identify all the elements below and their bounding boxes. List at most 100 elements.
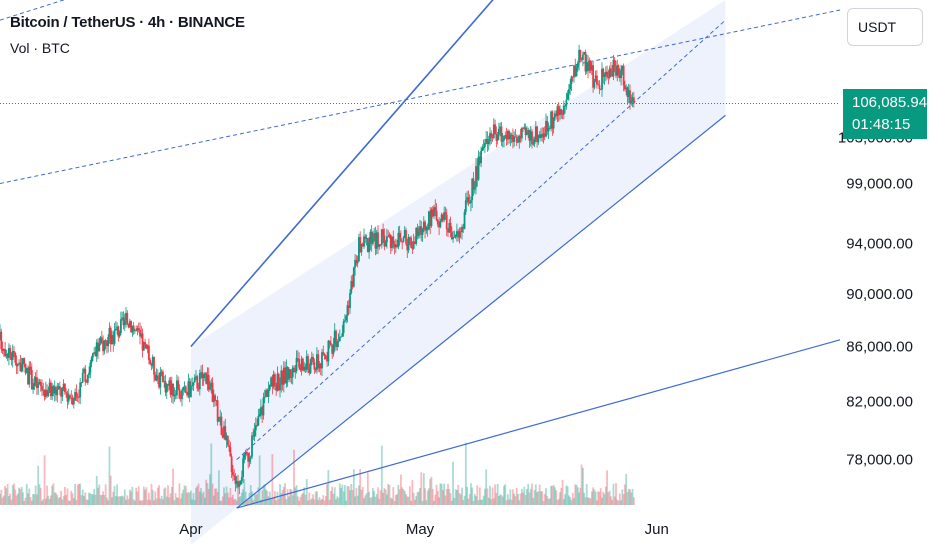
candle-body	[142, 342, 145, 351]
candle-body	[304, 366, 307, 370]
candle-body	[554, 113, 556, 118]
time-axis-label: Apr	[179, 521, 202, 538]
candle-body	[529, 131, 532, 141]
candle-body	[281, 370, 284, 385]
candle-body	[561, 114, 564, 115]
candle-body	[210, 382, 213, 388]
volume-bar	[557, 498, 560, 505]
candle-body	[383, 235, 386, 247]
volume-bar	[453, 498, 456, 505]
volume-bar	[72, 498, 75, 505]
candle-body	[293, 367, 295, 373]
candle-body	[583, 52, 586, 55]
volume-bar	[314, 491, 317, 505]
candle-body	[204, 373, 206, 374]
candle-body	[276, 373, 279, 391]
candle-body	[44, 389, 47, 397]
candle-body	[351, 280, 354, 287]
candle-body	[181, 390, 183, 399]
candle-body	[627, 90, 630, 97]
volume-bar	[330, 490, 332, 505]
volume-bar	[114, 496, 117, 505]
volume-bar	[464, 442, 467, 505]
candle-body	[76, 396, 79, 398]
candle-body	[30, 370, 33, 390]
volume-bar	[305, 479, 308, 505]
volume-bar	[120, 496, 122, 505]
candle-body	[509, 135, 512, 140]
candle-body	[221, 434, 224, 438]
volume-bar	[83, 496, 85, 505]
candle-body	[39, 382, 42, 386]
volume-bar	[192, 493, 195, 505]
candle-body	[386, 236, 388, 243]
candle-body	[219, 416, 222, 420]
volume-bar	[170, 486, 173, 505]
volume-bar	[233, 499, 236, 505]
candle-body	[524, 127, 527, 135]
volume-bar	[571, 492, 574, 505]
volume-bar	[426, 490, 429, 505]
volume-bar	[55, 493, 57, 505]
volume-bar	[435, 484, 438, 505]
volume-bar	[336, 496, 339, 505]
volume-bar	[436, 491, 439, 505]
volume-bar	[184, 486, 187, 505]
candle-body	[461, 226, 463, 233]
volume-bar	[580, 464, 583, 505]
volume-bar	[154, 491, 157, 505]
volume-bar	[403, 490, 406, 505]
symbol-title[interactable]: Bitcoin / TetherUS · 4h · BINANCE	[10, 14, 245, 31]
candle-body	[439, 221, 442, 228]
candle-body	[361, 243, 364, 247]
candle-body	[265, 390, 267, 397]
candle-body	[223, 426, 225, 438]
volume-bar	[235, 500, 238, 505]
volume-bar	[393, 500, 396, 505]
volume-bar	[576, 487, 579, 505]
candle-body	[308, 368, 311, 374]
candle-body	[526, 134, 528, 135]
volume-bar	[484, 488, 486, 505]
candle-body	[484, 142, 486, 147]
volume-bar	[396, 494, 398, 505]
bar-countdown: 01:48:15	[852, 116, 911, 134]
currency-selector[interactable]: USDT	[847, 8, 923, 46]
candle-body	[597, 84, 600, 86]
candle-body	[326, 358, 328, 362]
volume-bar	[253, 493, 256, 505]
volume-bar	[450, 500, 453, 505]
candle-body	[408, 237, 411, 238]
volume-bar	[551, 485, 554, 505]
candle-body	[444, 212, 447, 215]
candle-body	[139, 329, 141, 337]
volume-indicator-label[interactable]: Vol · BTC	[10, 40, 70, 56]
candle-body	[225, 435, 228, 441]
candle-body	[370, 231, 373, 244]
volume-bar	[104, 484, 107, 505]
candle-body	[25, 368, 28, 373]
candle-body	[550, 111, 552, 129]
candle-body	[120, 319, 122, 334]
candle-body	[65, 392, 68, 394]
volume-bar	[410, 500, 412, 505]
candle-body	[464, 200, 467, 212]
volume-bar	[121, 495, 124, 505]
candle-body	[34, 377, 37, 383]
candle-body	[55, 386, 57, 396]
price-axis-label: 78,000.00	[846, 452, 913, 469]
candle-body	[163, 381, 166, 382]
candle-body	[510, 134, 513, 136]
volume-bar	[470, 483, 472, 505]
candle-body	[338, 336, 341, 342]
volume-bar	[163, 488, 166, 505]
candle-body	[83, 368, 85, 373]
candle-body	[215, 400, 218, 402]
candle-body	[36, 377, 38, 388]
candle-body	[14, 353, 17, 363]
candle-body	[602, 68, 605, 77]
candle-body	[249, 456, 252, 459]
volume-bar	[162, 499, 164, 505]
volume-bar	[106, 497, 108, 505]
